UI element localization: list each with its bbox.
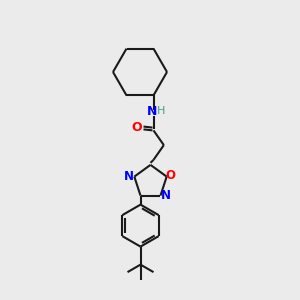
Text: O: O: [131, 122, 142, 134]
Text: O: O: [166, 169, 176, 182]
Text: H: H: [157, 106, 165, 116]
Text: N: N: [124, 170, 134, 183]
Text: N: N: [147, 105, 158, 118]
Text: N: N: [160, 189, 170, 202]
